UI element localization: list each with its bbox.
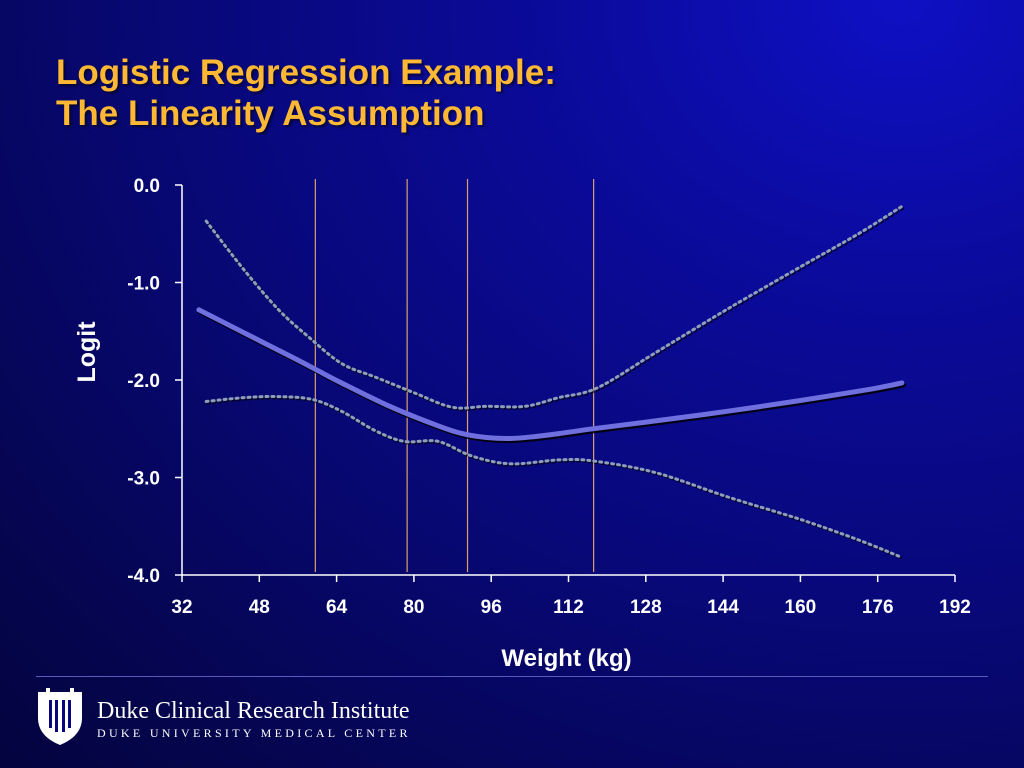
x-tick-label: 96 [481,597,502,618]
y-tick-label: -3.0 [127,469,160,490]
lower-ci-line [204,395,904,559]
slide-title: Logistic Regression Example: The Lineari… [56,52,556,134]
institute-name: Duke Clinical Research Institute [97,698,410,724]
y-tick-label: 0.0 [134,176,160,197]
x-tick-label: 48 [249,597,270,618]
y-tick-label: -4.0 [127,566,160,587]
y-axis-title: Logit [73,321,101,383]
duke-chapel-logo-icon [38,688,82,745]
x-tick-label: 80 [403,597,424,618]
title-line-2: The Linearity Assumption [56,94,485,133]
x-tick-label: 176 [862,597,894,618]
y-tick-label: -2.0 [127,371,160,392]
upper-ci-shadow [206,206,905,412]
estimate-line [196,307,905,442]
estimate-shadow [197,309,906,444]
x-tick-label: 64 [326,597,348,618]
upper-ci-line [204,204,904,410]
x-tick-label: 144 [707,597,739,618]
y-tick-label: -1.0 [127,274,160,295]
footer-divider [36,676,988,677]
x-tick-label: 112 [553,597,584,618]
x-tick-label: 192 [939,597,971,618]
lower-ci-shadow [206,396,905,561]
logit-chart: 0.0 -1.0 -2.0 -3.0 -4.0 32 48 64 80 96 112 128 144 16… [73,176,971,672]
x-axis-title: Weight (kg) [501,645,631,672]
x-tick-label: 32 [171,597,192,618]
institute-subline: DUKE UNIVERSITY MEDICAL CENTER [97,726,411,740]
x-tick-label: 160 [785,597,817,618]
title-line-1: Logistic Regression Example: [56,53,556,92]
x-tick-label: 128 [630,597,662,618]
